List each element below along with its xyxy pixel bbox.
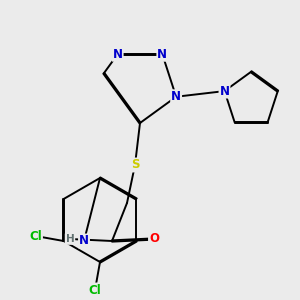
Text: N: N <box>157 48 167 61</box>
Text: N: N <box>171 90 181 103</box>
Text: Cl: Cl <box>29 230 42 242</box>
Text: S: S <box>131 158 139 172</box>
Text: H: H <box>66 234 74 244</box>
Text: O: O <box>149 232 159 245</box>
Text: Cl: Cl <box>88 284 101 296</box>
Text: N: N <box>79 235 89 248</box>
Text: N: N <box>113 48 123 61</box>
Text: N: N <box>220 85 230 98</box>
